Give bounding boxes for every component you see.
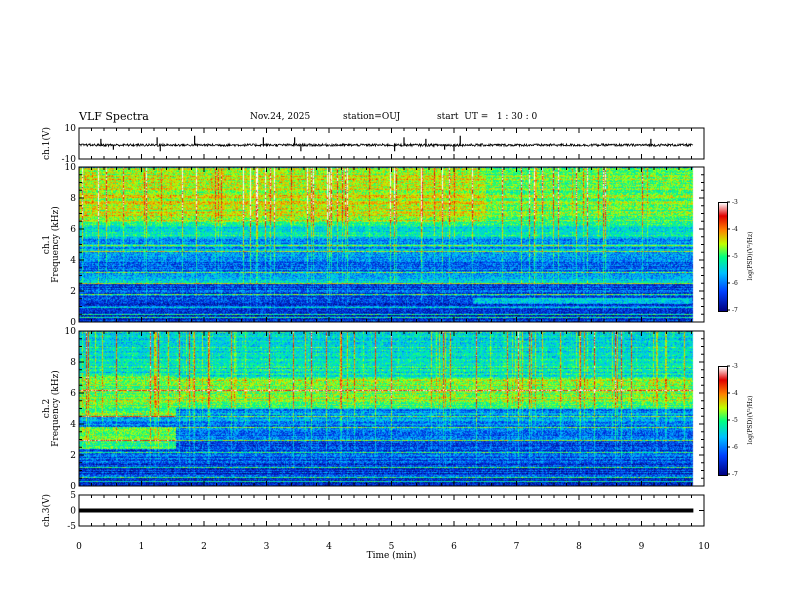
y-tick-label: 4 xyxy=(70,420,76,430)
y-tick-label: -10 xyxy=(62,155,77,165)
y-tick-label: 5 xyxy=(70,491,76,501)
station-label: station=OUJ xyxy=(343,112,401,122)
y-tick-label: 6 xyxy=(70,389,76,399)
colorbar-tick-label: -5 xyxy=(732,417,738,424)
ch1-colorbar xyxy=(718,202,728,312)
x-tick-label: 6 xyxy=(451,542,457,552)
date-label: Nov.24, 2025 xyxy=(250,112,311,122)
x-tick-label: 7 xyxy=(514,542,520,552)
x-tick-label: 9 xyxy=(639,542,645,552)
x-tick-label: 8 xyxy=(576,542,582,552)
ch2-spectrogram-heatmap xyxy=(79,331,704,486)
start-time-label: start UT = 1 : 30 : 0 xyxy=(437,112,538,122)
x-tick-label: 4 xyxy=(326,542,332,552)
ch1-spectrogram-heatmap xyxy=(79,167,704,322)
y-tick-label: 8 xyxy=(70,194,76,204)
y-axis-label: ch.1 xyxy=(42,235,52,254)
y-axis-label: ch.3(V) xyxy=(41,494,52,527)
colorbar-tick-label: -6 xyxy=(732,280,738,287)
y-tick-label: 2 xyxy=(70,287,76,297)
x-tick-label: 0 xyxy=(76,542,82,552)
x-tick-label: 1 xyxy=(139,542,145,552)
colorbar-tick-label: -7 xyxy=(732,471,738,478)
ch2-colorbar xyxy=(718,366,728,476)
y-tick-label: 10 xyxy=(65,327,77,337)
colorbar-label-1: log(PSD)(V²/Hz) xyxy=(747,232,754,281)
y-tick-label: 2 xyxy=(70,451,76,461)
y-tick-label: 0 xyxy=(70,482,76,492)
y-tick-label: 8 xyxy=(70,358,76,368)
x-tick-label: 3 xyxy=(264,542,270,552)
y-tick-label: -5 xyxy=(67,522,76,532)
colorbar-tick-label: -5 xyxy=(732,253,738,260)
y-axis-label: Frequency (kHz) xyxy=(50,370,61,447)
y-tick-label: 0 xyxy=(70,507,76,517)
y-tick-label: 4 xyxy=(70,256,76,266)
colorbar-tick-label: -6 xyxy=(732,444,738,451)
y-tick-label: 6 xyxy=(70,225,76,235)
colorbar-tick-label: -4 xyxy=(732,226,738,233)
colorbar-tick-label: -7 xyxy=(732,307,738,314)
ch1-trace xyxy=(78,142,694,148)
y-axis-label: ch.1(V) xyxy=(41,127,52,160)
x-tick-label: 2 xyxy=(201,542,207,552)
panel-frame-2 xyxy=(78,166,705,323)
y-tick-label: 0 xyxy=(70,318,76,328)
x-tick-label: 10 xyxy=(698,542,710,552)
y-tick-label: 10 xyxy=(65,124,77,134)
colorbar-tick-label: -3 xyxy=(732,363,738,370)
figure-title: VLF Spectra xyxy=(79,110,149,123)
y-axis-label: ch.2 xyxy=(42,399,52,418)
x-axis-label: Time (min) xyxy=(367,550,417,561)
colorbar-label-2: log(PSD)(V²/Hz) xyxy=(747,396,754,445)
x-tick-label: 5 xyxy=(389,542,395,552)
y-axis-label: Frequency (kHz) xyxy=(50,206,61,283)
y-tick-label: 10 xyxy=(65,163,77,173)
panel-frame-3 xyxy=(78,330,705,487)
colorbar-tick-label: -4 xyxy=(732,390,738,397)
colorbar-tick-label: -3 xyxy=(732,199,738,206)
